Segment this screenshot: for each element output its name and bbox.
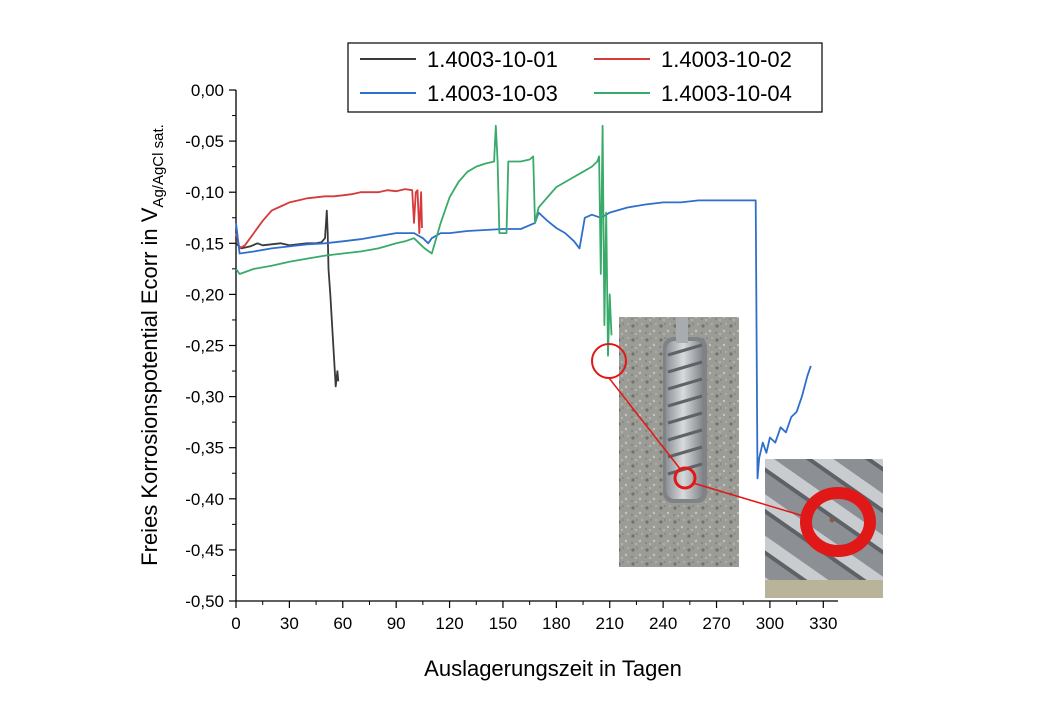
y-tick-label: -0,50 [185,592,224,611]
highlight-circle-anchor [673,466,697,490]
series-line-4 [235,124,613,357]
x-tick-label: 30 [280,614,299,633]
x-axis-title: Auslagerungszeit in Tagen [424,656,682,681]
legend-label-3: 1.4003-10-03 [427,81,558,106]
x-tick-label: 120 [435,614,463,633]
inset-photo-closeup [765,459,883,598]
y-tick-label: -0,05 [185,132,224,151]
inset-photo-specimen [619,317,739,567]
series-line-3 [235,199,812,480]
y-axis-title-main: Freies Korrosionspotential Ecorr in V [137,207,162,566]
x-tick-label: 180 [542,614,570,633]
y-tick-label: -0,20 [185,285,224,304]
x-tick-label: 0 [231,614,240,633]
connector-line-1 [608,377,682,471]
x-tick-label: 330 [809,614,837,633]
x-tick-label: 210 [596,614,624,633]
y-tick-label: -0,40 [185,490,224,509]
x-tick-label: 60 [333,614,352,633]
x-ticks: 0 30 60 90 120 150 180 210 240 270 300 330 [231,601,837,633]
x-tick-label: 240 [649,614,677,633]
y-ticks: 0,00 -0,05 -0,10 -0,15 -0,20 -0,25 -0,30 -0,35 -… [185,81,236,611]
y-axis-title-subscript: Ag/AgCl sat. [150,124,167,207]
y-tick-label: 0,00 [191,81,224,100]
series-group [235,124,812,480]
legend-label-1: 1.4003-10-01 [427,47,558,72]
legend-label-2: 1.4003-10-02 [661,47,792,72]
legend-label-4: 1.4003-10-04 [661,81,792,106]
series-line-2 [235,188,423,250]
y-tick-label: -0,35 [185,439,224,458]
legend: 1.4003-10-01 1.4003-10-02 1.4003-10-03 1… [347,42,823,113]
x-tick-label: 300 [756,614,784,633]
y-tick-label: -0,10 [185,183,224,202]
y-tick-label: -0,25 [185,337,224,356]
y-tick-label: -0,45 [185,541,224,560]
y-tick-label: -0,30 [185,388,224,407]
closeup-highlight-circle [800,487,876,557]
x-tick-label: 150 [489,614,517,633]
y-tick-label: -0,15 [185,234,224,253]
x-tick-label: 90 [387,614,406,633]
connector-line-2 [692,482,811,519]
x-tick-label: 270 [702,614,730,633]
y-axis-title: Freies Korrosionspotential Ecorr in VAg/… [137,124,167,566]
